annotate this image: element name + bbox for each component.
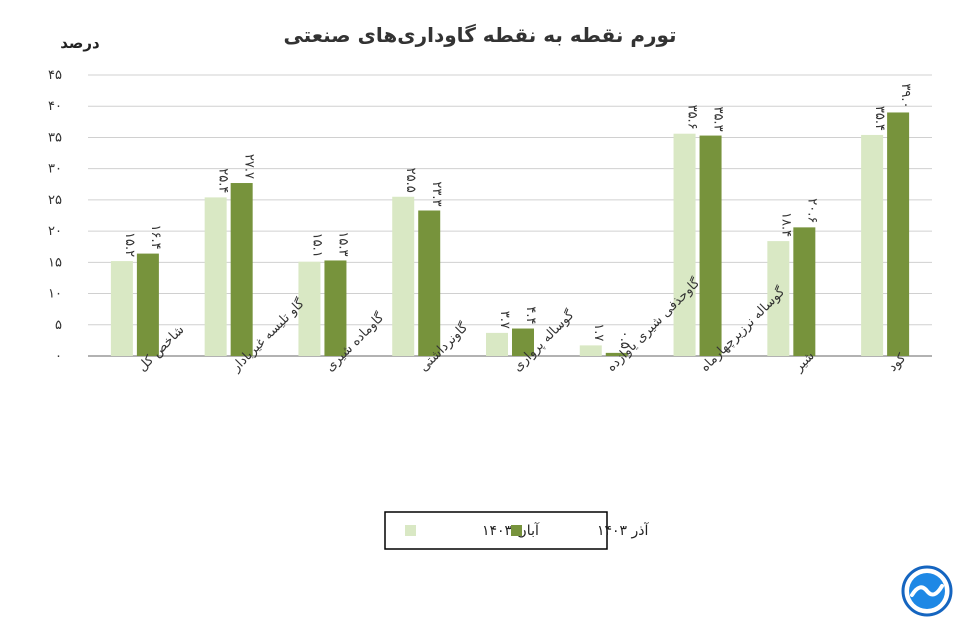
data-label: ۲۵.۴ [216,168,231,193]
data-label: ۳۹.۰ [898,83,913,108]
y-tick-label: ۴۵ [48,68,62,83]
data-label: ۳۵.۶ [685,105,700,130]
data-label: ۴.۴ [523,306,538,324]
bar-azar [699,135,722,356]
y-axis-ticks: ۰ ۵ ۱۰ ۱۵ ۲۰ ۲۵ ۳۰ ۳۵ ۴۰ ۴۵ [48,68,62,364]
chart-title: تورم نقطه به نقطه گاوداری‌های صنعتی [283,23,676,47]
bar-aban [673,133,696,356]
y-tick-label: ۵ [55,318,62,333]
legend-label-aban: آبان ۱۴۰۳ [482,522,540,539]
data-label: ۱۵.۲ [122,232,137,257]
data-label: ۱۸.۴ [778,212,793,237]
y-tick-label: ۰ [55,349,62,364]
bar-aban [861,134,884,356]
data-label: ۳۵.۴ [872,106,887,131]
y-axis-unit: درصد [60,34,100,52]
data-label: ۲۳.۳ [429,181,444,206]
bar-aban [579,345,602,356]
y-tick-label: ۱۵ [48,255,62,270]
legend-swatch-azar [511,525,522,536]
bar-aban [110,261,133,356]
y-tick-label: ۲۰ [48,224,62,239]
bar-azar [324,260,347,356]
data-label: ۱۶.۴ [148,224,163,249]
bar-aban [298,261,321,356]
bar-aban [204,197,227,356]
data-label: ۲۷.۷ [242,154,257,179]
legend-swatch-aban [405,525,416,536]
y-tick-label: ۳۵ [48,130,62,145]
data-label: ۳۵.۳ [711,106,726,131]
bar-azar [605,352,628,356]
data-label: ۱۵.۳ [335,231,350,256]
legend-box [384,511,608,550]
logo-icon [900,564,954,618]
data-label: ۱.۷ [591,323,606,341]
y-tick-label: ۲۵ [48,193,62,208]
legend-label-azar: آذر ۱۴۰۳ [597,522,650,539]
data-label: ۳.۷ [497,311,512,329]
bar-aban [486,332,508,356]
bar-azar [793,227,816,356]
y-tick-label: ۱۰ [48,287,62,302]
data-label: ۰.۵ [617,331,632,349]
bar-azar [230,183,253,356]
bars [110,112,910,356]
data-label: ۲۰.۶ [804,198,819,223]
bar-azar [512,328,534,356]
bar-azar [887,112,910,356]
bar-aban [767,241,790,356]
data-label: ۲۵.۵ [403,168,418,193]
data-label: ۱۵.۱ [309,233,324,258]
legend: آبان ۱۴۰۳ آذر ۱۴۰۳ [384,511,650,550]
grid [88,74,932,357]
bar-azar [418,210,441,356]
bar-aban [392,196,415,356]
bar-azar [136,253,159,356]
y-tick-label: ۳۰ [48,162,62,177]
y-tick-label: ۴۰ [48,99,62,114]
data-labels: ۱۵.۲ ۱۶.۴ ۲۵.۴ ۲۷.۷ ۱۵.۱ ۱۵.۳ ۲۵.۵ ۲۳.۳ ۳.۷ ۴.۴ ۱.… [122,83,913,349]
